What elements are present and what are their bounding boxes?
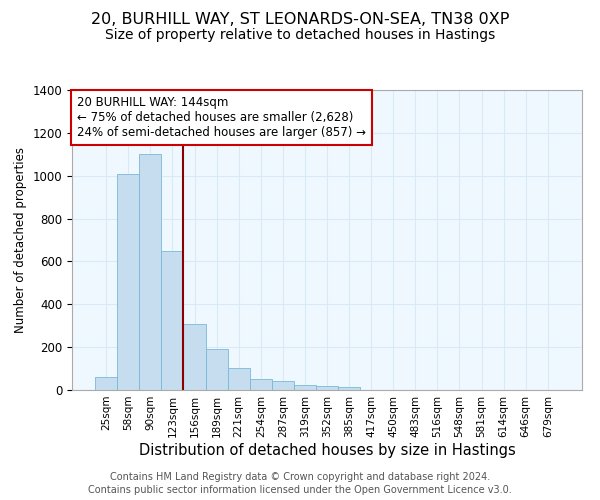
Text: 20, BURHILL WAY, ST LEONARDS-ON-SEA, TN38 0XP: 20, BURHILL WAY, ST LEONARDS-ON-SEA, TN3…	[91, 12, 509, 28]
Bar	[161, 250, 184, 390]
Bar	[316, 386, 338, 390]
Text: 20 BURHILL WAY: 144sqm
← 75% of detached houses are smaller (2,628)
24% of semi-: 20 BURHILL WAY: 144sqm ← 75% of detached…	[77, 96, 366, 139]
Text: Size of property relative to detached houses in Hastings: Size of property relative to detached ho…	[105, 28, 495, 42]
Bar	[294, 384, 316, 390]
Text: Contains public sector information licensed under the Open Government Licence v3: Contains public sector information licen…	[88, 485, 512, 495]
Bar	[272, 382, 294, 390]
Bar	[117, 174, 139, 390]
Bar	[338, 387, 360, 390]
Text: Contains HM Land Registry data © Crown copyright and database right 2024.: Contains HM Land Registry data © Crown c…	[110, 472, 490, 482]
Bar	[139, 154, 161, 390]
Bar	[250, 380, 272, 390]
Bar	[206, 350, 227, 390]
X-axis label: Distribution of detached houses by size in Hastings: Distribution of detached houses by size …	[139, 442, 515, 458]
Bar	[227, 368, 250, 390]
Bar	[184, 324, 206, 390]
Y-axis label: Number of detached properties: Number of detached properties	[14, 147, 27, 333]
Bar	[95, 376, 117, 390]
